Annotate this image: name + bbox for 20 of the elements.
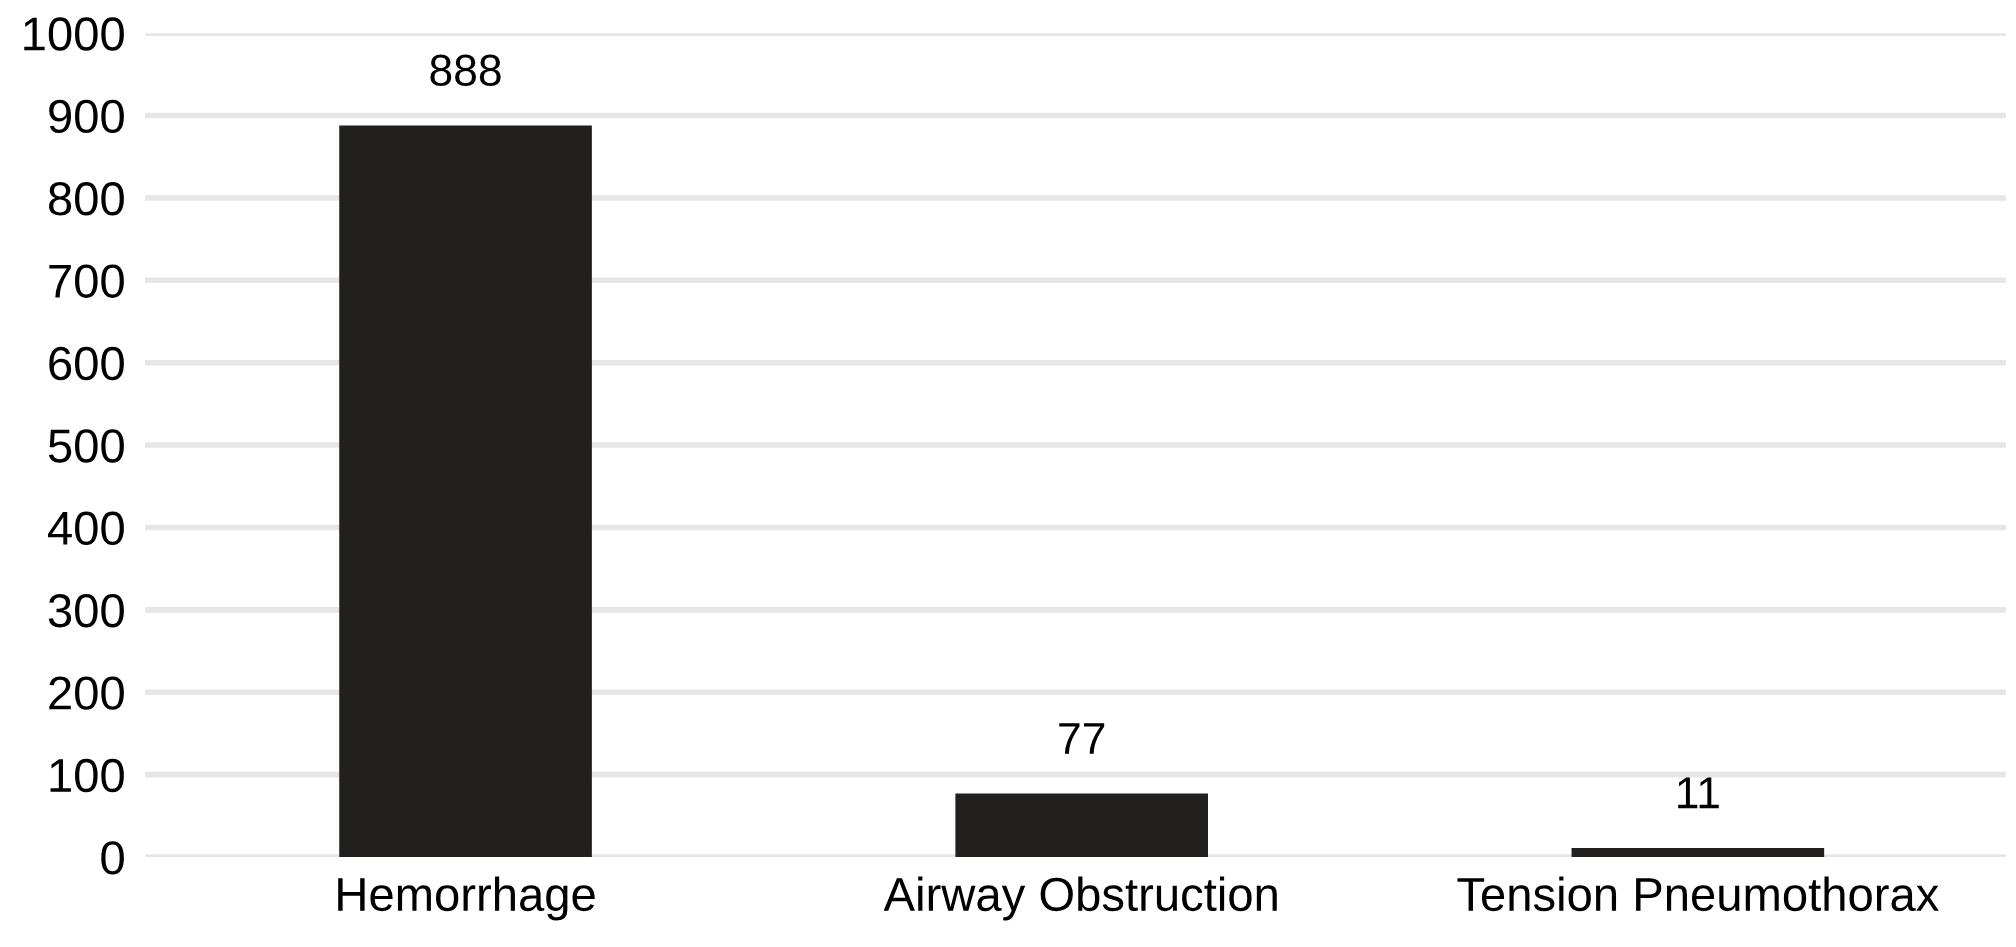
y-tick-label: 500 <box>48 429 124 463</box>
y-tick-label: 800 <box>48 182 124 216</box>
y-tick-label: 1000 <box>24 17 124 51</box>
data-label: 77 <box>1059 723 1105 754</box>
y-tick-label: 700 <box>49 264 124 298</box>
data-label: 888 <box>430 54 501 87</box>
x-tick-label: Tension Pneumothorax <box>1457 876 1939 912</box>
y-tick-label: 900 <box>49 99 124 134</box>
y-tick-label: 100 <box>50 758 124 793</box>
bar <box>339 125 592 858</box>
data-label: 11 <box>1678 777 1719 809</box>
y-tick-label: 300 <box>48 594 124 628</box>
y-tick-label: 0 <box>101 841 124 875</box>
bar <box>1571 847 1825 858</box>
x-tick-label: Hemorrhage <box>338 876 595 921</box>
x-tick-label: Airway Obstruction <box>883 876 1277 921</box>
y-tick-label: 400 <box>48 511 124 546</box>
y-tick-label: 200 <box>49 676 124 710</box>
bar <box>955 793 1209 858</box>
y-tick-label: 600 <box>49 346 124 381</box>
